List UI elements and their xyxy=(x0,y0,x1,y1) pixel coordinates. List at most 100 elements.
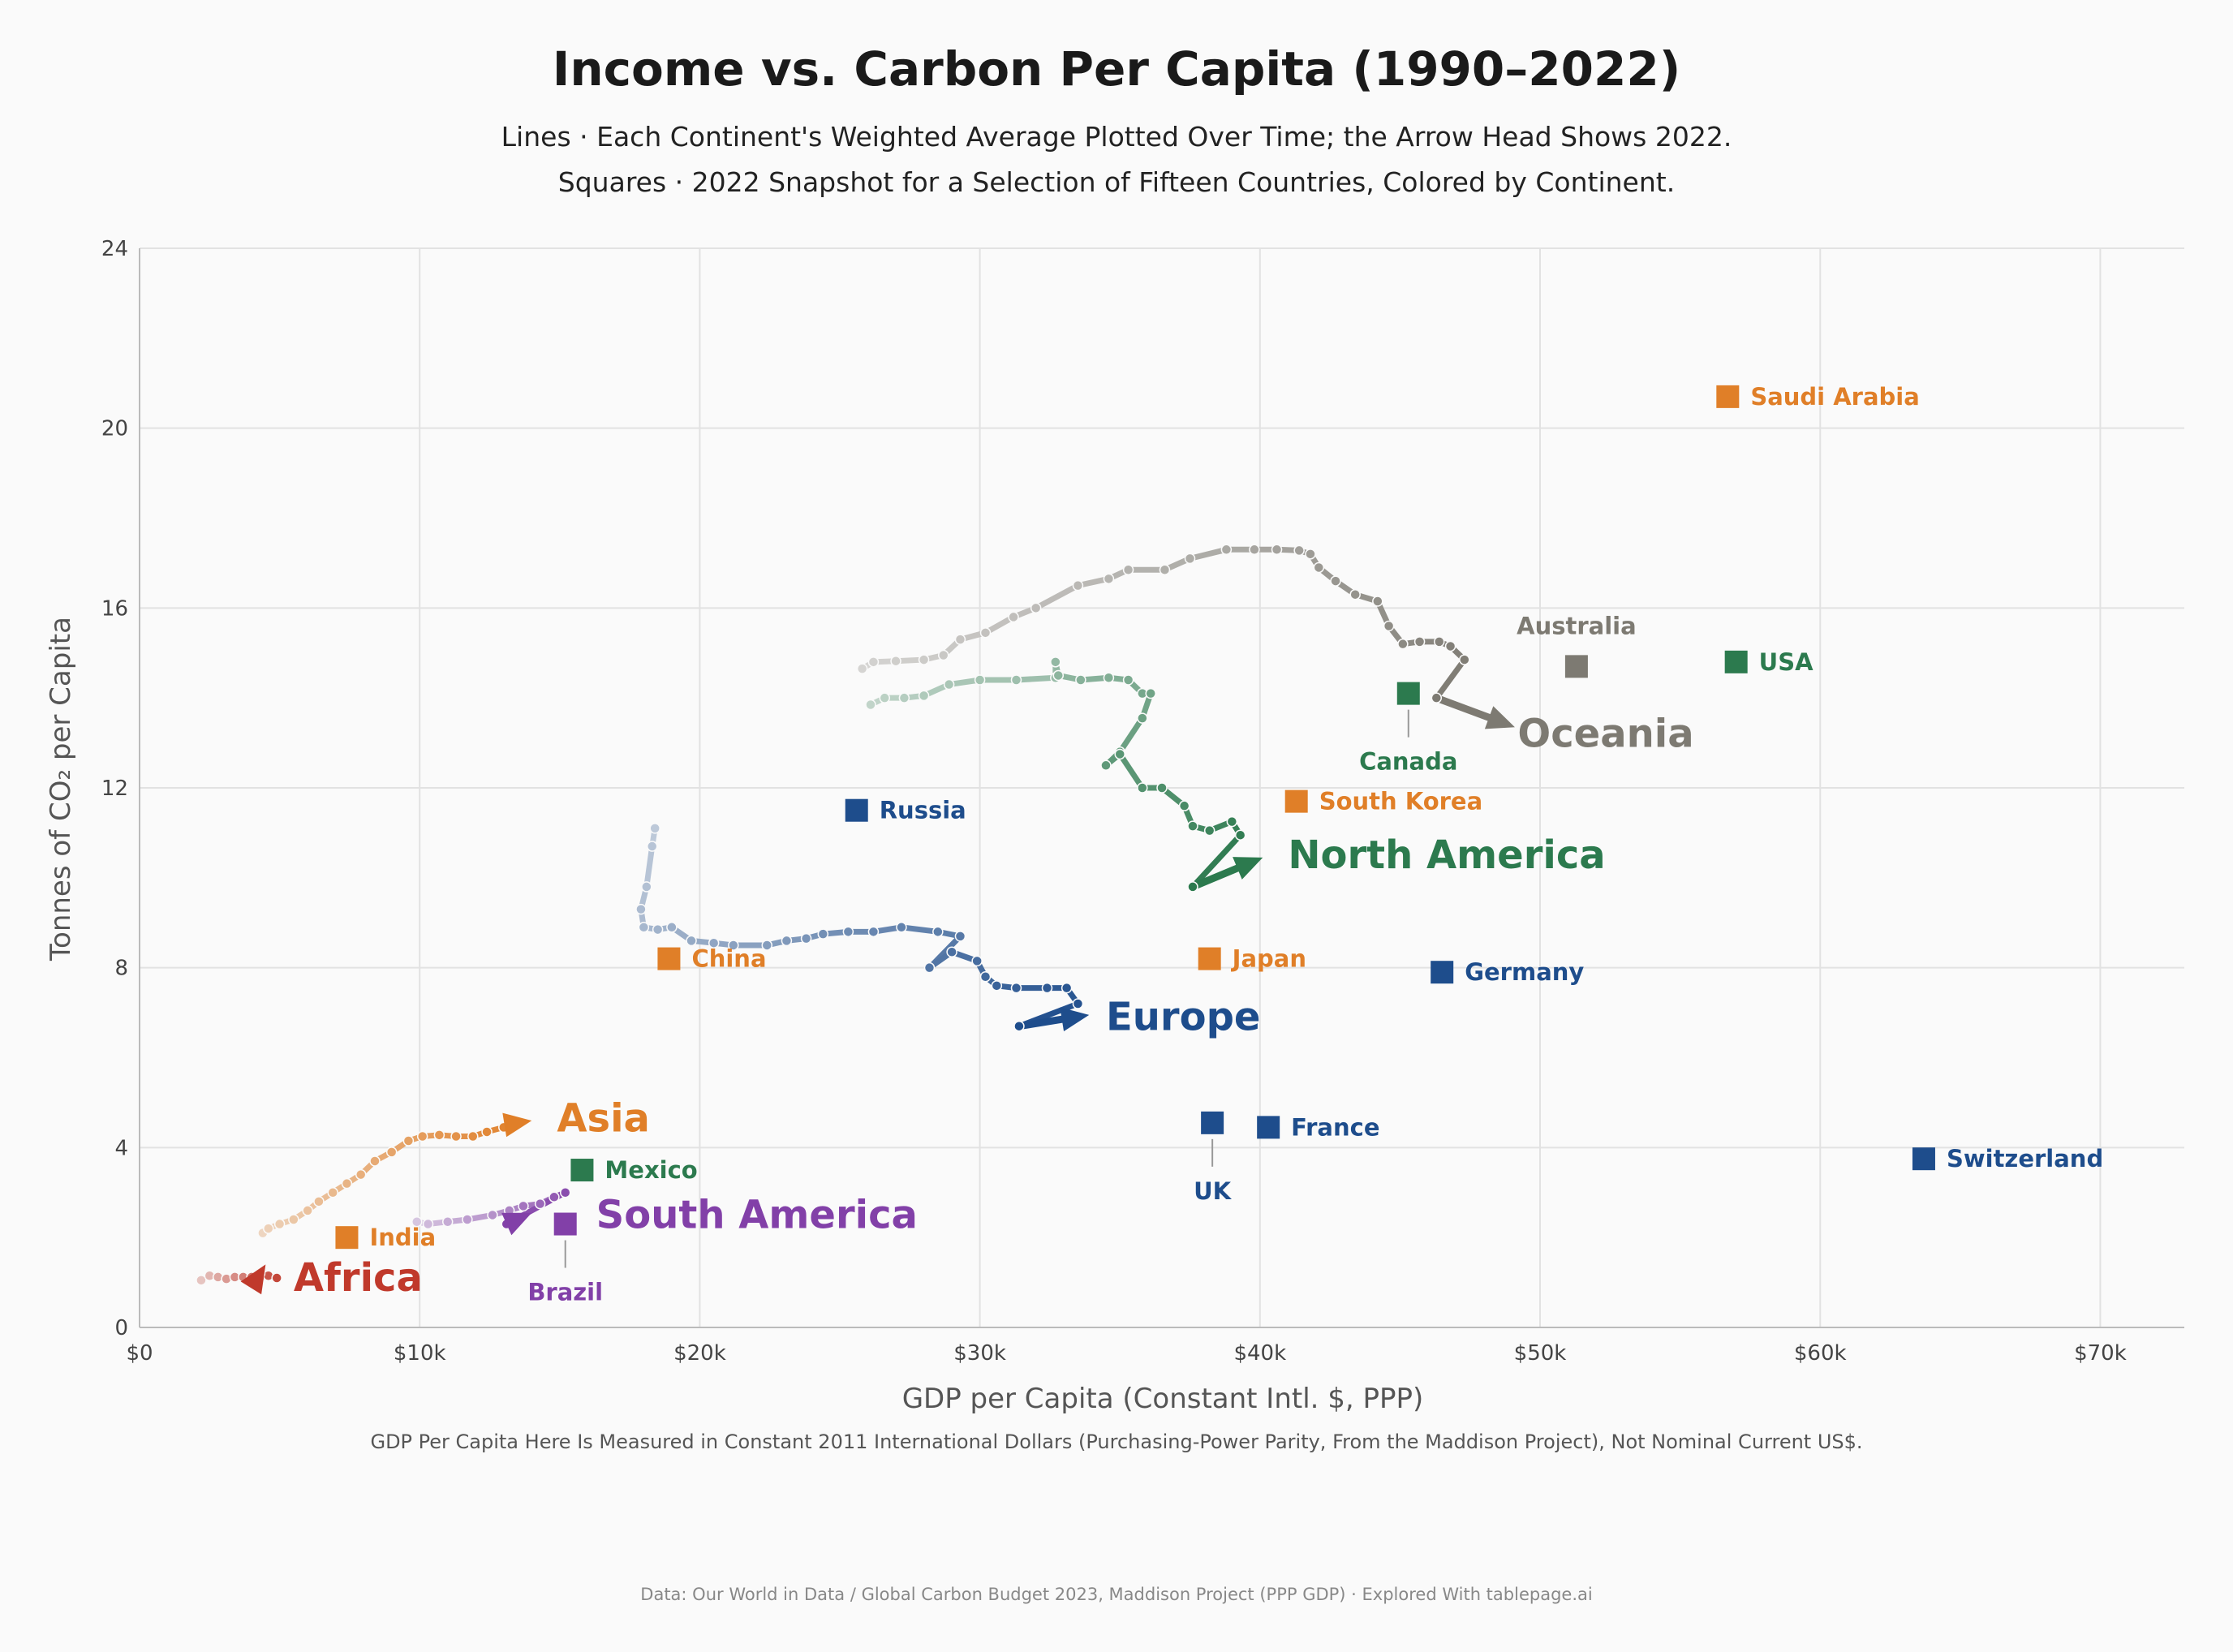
series-point xyxy=(1050,656,1061,668)
series-point xyxy=(896,922,907,933)
series-asia xyxy=(257,1112,532,1239)
country-japan: Japan xyxy=(1198,945,1306,973)
series-point xyxy=(462,1214,473,1225)
country-marker xyxy=(657,947,681,970)
series-segment xyxy=(1432,694,1499,724)
country-marker xyxy=(1201,1111,1224,1134)
series-point xyxy=(842,926,854,938)
x-tick-label: $10k xyxy=(394,1341,446,1366)
series-point xyxy=(649,823,660,834)
country-markers: Saudi Arabia USA Australia Canada South Kore… xyxy=(335,383,2103,1306)
series-point xyxy=(918,654,930,665)
country-label: Mexico xyxy=(605,1156,697,1184)
series-labels: Oceania North America Europe Asia South Amer… xyxy=(294,712,1694,1301)
series-segment xyxy=(1015,1014,1073,1030)
country-mexico: Mexico xyxy=(570,1156,698,1184)
series-point xyxy=(686,935,697,947)
y-tick-label: 8 xyxy=(114,957,128,981)
series-arrowhead xyxy=(1060,1007,1090,1032)
series-point xyxy=(467,1130,479,1142)
country-marker xyxy=(1396,682,1420,705)
series-point xyxy=(666,922,678,933)
series-label-africa: Africa xyxy=(294,1255,423,1301)
series-point xyxy=(1100,759,1112,772)
country-marker xyxy=(1284,789,1308,813)
series-arrowhead xyxy=(1233,857,1263,880)
series-label-oceania: Oceania xyxy=(1517,712,1693,757)
series-point xyxy=(559,1187,571,1198)
country-switzerland: Switzerland xyxy=(1912,1145,2103,1172)
series-point xyxy=(954,634,966,645)
series-point xyxy=(1293,544,1305,557)
series-point xyxy=(1330,575,1341,587)
series-point xyxy=(1313,561,1325,574)
x-tick-label: $50k xyxy=(1514,1341,1567,1366)
series-point xyxy=(1072,579,1084,592)
series-point xyxy=(487,1209,498,1221)
series-point xyxy=(549,1191,560,1203)
series-point xyxy=(641,881,652,893)
series-point xyxy=(327,1187,338,1198)
country-france: France xyxy=(1257,1113,1380,1141)
series-point xyxy=(385,1147,398,1158)
series-point xyxy=(817,928,829,940)
chart-note: GDP Per Capita Here Is Measured in Const… xyxy=(370,1430,1862,1453)
series-point xyxy=(313,1196,325,1207)
country-china: China xyxy=(657,945,767,973)
series-point xyxy=(196,1275,207,1286)
chart-subtitle-lines: Lines · Each Continent's Weighted Averag… xyxy=(501,121,1732,153)
series-point xyxy=(433,1129,445,1141)
series-north-america xyxy=(865,656,1263,893)
country-uk: UK xyxy=(1194,1111,1233,1205)
country-marker xyxy=(1716,385,1740,408)
series-segment xyxy=(898,924,941,935)
series-point xyxy=(1271,544,1283,556)
series-point xyxy=(1008,611,1019,623)
series-point xyxy=(943,678,955,690)
series-point xyxy=(1383,620,1395,632)
country-label: Australia xyxy=(1517,612,1637,639)
series-point xyxy=(974,674,986,686)
country-label: Russia xyxy=(880,797,966,824)
country-canada: Canada xyxy=(1359,682,1457,776)
series-point xyxy=(1220,544,1233,556)
series-point xyxy=(1178,800,1190,811)
series-label-south-america: South America xyxy=(596,1192,918,1237)
country-label: UK xyxy=(1194,1177,1233,1205)
y-tick-label: 24 xyxy=(101,237,128,261)
series-point xyxy=(1145,687,1156,699)
series-point xyxy=(1013,1020,1025,1032)
country-marker xyxy=(1198,947,1221,970)
series-segment xyxy=(1433,656,1468,701)
series-point xyxy=(402,1135,415,1147)
series-point xyxy=(1122,564,1134,575)
country-label: Canada xyxy=(1359,748,1457,776)
series-point xyxy=(416,1130,428,1142)
series-point xyxy=(708,937,720,949)
series-point xyxy=(1159,564,1171,575)
series-arrowhead xyxy=(501,1212,532,1236)
series-point xyxy=(369,1155,381,1167)
series-label-europe: Europe xyxy=(1106,995,1261,1040)
series-africa xyxy=(196,1264,282,1295)
series-point xyxy=(1061,982,1073,994)
series-point xyxy=(341,1177,353,1190)
x-axis-label: GDP per Capita (Constant Intl. $, PPP) xyxy=(902,1383,1424,1415)
country-marker xyxy=(553,1212,577,1236)
series-point xyxy=(411,1216,423,1228)
y-axis-label: Tonnes of CO₂ per Capita xyxy=(45,617,77,962)
series-point xyxy=(638,922,650,933)
chart-source: Data: Our World in Data / Global Carbon … xyxy=(640,1585,1592,1604)
series-europe xyxy=(635,823,1090,1032)
series-arrowhead xyxy=(1484,706,1515,729)
series-label-asia: Asia xyxy=(557,1095,650,1141)
series-point xyxy=(1010,674,1022,686)
series-segment xyxy=(1187,546,1229,561)
x-tick-label: $60k xyxy=(1794,1341,1847,1366)
series-point xyxy=(1184,553,1196,565)
country-label: South Korea xyxy=(1319,788,1483,815)
series-segment xyxy=(1189,862,1247,891)
country-marker xyxy=(1564,655,1588,678)
series-point xyxy=(1434,636,1445,647)
